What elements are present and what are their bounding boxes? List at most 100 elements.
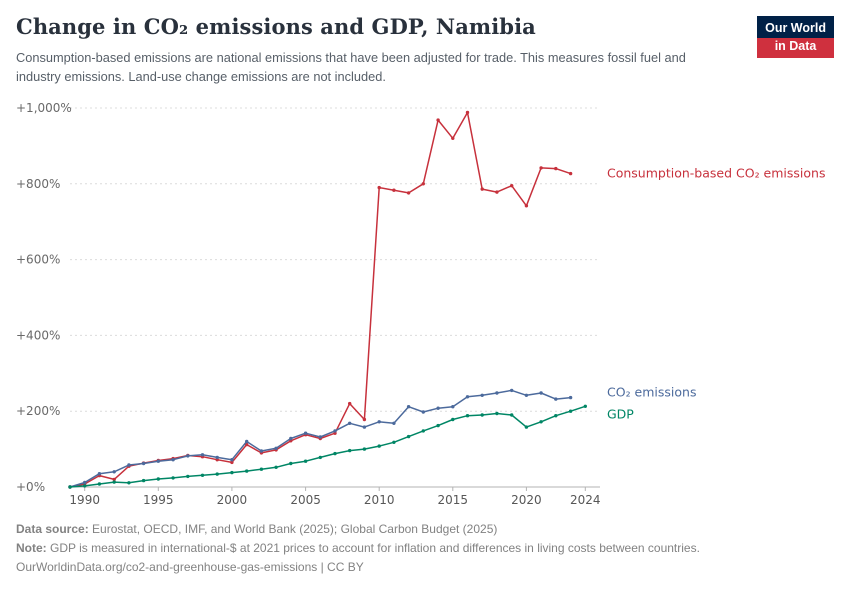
series-point-consumption-co2	[348, 402, 352, 406]
series-point-gdp	[215, 472, 219, 477]
series-point-consumption-co2	[362, 418, 367, 422]
note-line: Note: GDP is measured in international-$…	[16, 539, 834, 558]
series-point-gdp	[68, 485, 72, 490]
series-point-gdp	[362, 447, 367, 452]
series-point-consumption-co2	[436, 118, 440, 123]
series-point-gdp	[377, 444, 381, 449]
note-label: Note:	[16, 540, 47, 555]
x-axis-tick-label: 2020	[511, 493, 542, 507]
series-point-gdp	[348, 449, 352, 453]
series-point-gdp	[141, 479, 146, 483]
line-chart: +0% +200% +400% +600% +800% +1,000% 1990 1995 20…	[16, 92, 834, 516]
note-text: GDP is measured in international-$ at 20…	[50, 540, 700, 555]
series-point-consumption-co2	[465, 111, 470, 115]
series-point-consumption-co2	[245, 443, 249, 447]
series-point-consumption-co2	[406, 191, 411, 195]
x-axis-tick-label: 2010	[364, 493, 395, 507]
owid-logo-line2: in Data	[757, 37, 834, 59]
chart-title: Change in CO₂ emissions and GDP, Namibia	[16, 14, 536, 39]
series-point-gdp	[524, 425, 529, 430]
series-point-consumption-co2	[539, 166, 543, 170]
series-point-co2	[83, 481, 87, 485]
x-axis-tick-label: 2024	[570, 493, 601, 507]
series-point-gdp	[421, 429, 425, 433]
series-point-gdp	[465, 414, 470, 418]
series-point-co2	[406, 405, 411, 409]
chart-header: Change in CO₂ emissions and GDP, Namibia…	[16, 14, 834, 86]
series-point-co2	[333, 429, 337, 433]
series-point-gdp	[289, 462, 293, 466]
series-point-gdp	[436, 424, 440, 428]
series-point-gdp	[495, 412, 499, 416]
y-axis-tick-label: +400%	[16, 329, 60, 343]
series-point-gdp	[200, 473, 205, 478]
series-point-gdp	[171, 476, 175, 480]
series-point-gdp	[112, 480, 116, 485]
series-point-consumption-co2	[568, 172, 573, 176]
owid-logo[interactable]: Our World in Data	[757, 16, 834, 59]
series-point-co2	[171, 458, 175, 462]
x-axis-tick-label: 2000	[217, 493, 248, 507]
series-point-co2	[259, 449, 264, 454]
series-point-co2	[377, 420, 381, 424]
x-axis-tick-label: 2005	[290, 493, 321, 507]
series-point-gdp	[554, 414, 558, 418]
series-point-co2	[200, 453, 205, 457]
series-line-gdp[interactable]	[69, 405, 587, 489]
series-point-co2	[127, 463, 131, 468]
series-point-consumption-co2	[554, 167, 558, 171]
series-point-consumption-co2	[230, 461, 234, 465]
series-point-consumption-co2	[495, 190, 499, 195]
series-point-consumption-co2	[524, 204, 529, 208]
x-axis-tick-label: 2015	[438, 493, 469, 507]
series-point-gdp	[230, 471, 234, 475]
series-point-gdp	[392, 440, 396, 445]
series-point-co2	[451, 405, 455, 409]
title-block: Change in CO₂ emissions and GDP, Namibia…	[16, 14, 721, 86]
series-point-co2	[362, 425, 367, 430]
series-point-consumption-co2	[480, 187, 484, 192]
series-point-co2	[465, 395, 470, 399]
series-label-co2[interactable]: CO₂ emissions	[607, 385, 696, 400]
series-point-gdp	[127, 481, 131, 485]
series-point-co2	[289, 437, 293, 441]
y-axis-tick-label: +0%	[16, 480, 45, 494]
series-point-co2	[436, 406, 440, 411]
owid-url-link[interactable]: OurWorldinData.org/co2-and-greenhouse-ga…	[16, 559, 318, 574]
series-point-gdp	[451, 418, 455, 422]
series-point-consumption-co2	[451, 136, 455, 141]
x-axis-tick-label: 1990	[69, 493, 100, 507]
series-point-gdp	[333, 452, 337, 456]
series-point-co2	[156, 459, 160, 464]
series-point-gdp	[318, 456, 322, 460]
y-axis-tick-label: +600%	[16, 253, 60, 267]
series-label-consumption-co2[interactable]: Consumption-based CO₂ emissions	[607, 166, 825, 181]
license-text: | CC BY	[320, 559, 364, 574]
series-point-gdp	[259, 467, 264, 472]
x-axis-tick-label: 1995	[143, 493, 174, 507]
chart-subtitle: Consumption-based emissions are national…	[16, 50, 686, 85]
series-point-gdp	[245, 469, 249, 474]
series-point-consumption-co2	[510, 184, 514, 188]
series-point-gdp	[480, 413, 484, 418]
series-point-co2	[97, 472, 102, 476]
series-point-co2	[274, 446, 278, 451]
y-axis-tick-label: +800%	[16, 177, 60, 191]
citation-line: OurWorldinData.org/co2-and-greenhouse-ga…	[16, 558, 834, 577]
series-point-co2	[421, 410, 425, 415]
series-point-co2	[141, 462, 146, 466]
series-point-gdp	[97, 482, 102, 487]
series-point-consumption-co2	[112, 478, 116, 482]
series-point-gdp	[568, 409, 573, 414]
series-point-gdp	[156, 477, 160, 482]
series-point-gdp	[83, 484, 87, 488]
series-line-consumption-co2[interactable]	[69, 112, 572, 489]
series-point-co2	[318, 435, 322, 440]
series-label-gdp[interactable]: GDP	[607, 407, 634, 422]
series-point-co2	[186, 454, 190, 458]
series-point-co2	[554, 397, 558, 402]
data-source-label: Data source:	[16, 522, 89, 537]
series-point-gdp	[539, 420, 543, 424]
series-point-co2	[539, 391, 543, 396]
